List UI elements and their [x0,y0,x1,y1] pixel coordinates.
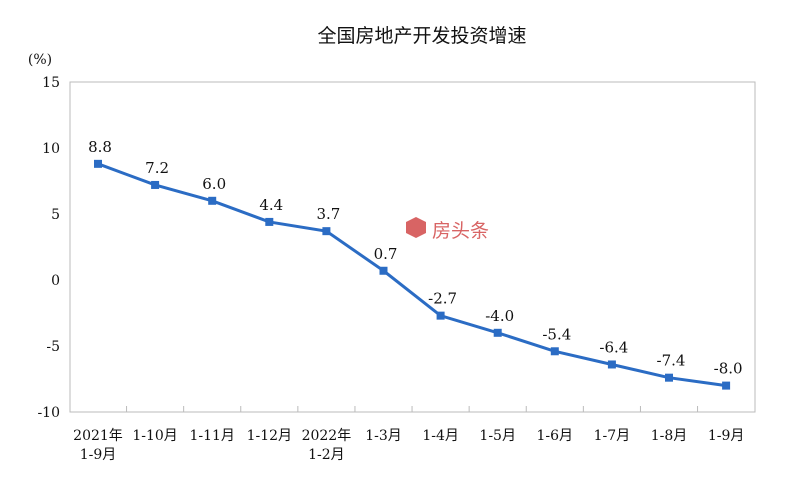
data-point [550,347,559,356]
data-point [722,381,731,390]
watermark: 房头条 [406,217,489,242]
data-label: -7.4 [657,352,686,370]
y-tick-label: 5 [51,207,60,223]
data-label: -4.0 [485,307,514,325]
x-tick-label: 1-5月 [479,428,516,444]
x-tick-label: 1-3月 [365,428,402,444]
x-tick-label: 1-12月 [247,428,292,444]
data-label: 6.0 [202,175,226,193]
data-label: 3.7 [316,205,340,223]
x-tick-label: 2022年 [302,428,352,444]
y-tick-label: 0 [51,273,60,289]
x-tick-label: 1-7月 [594,428,631,444]
data-point [607,360,616,369]
data-label: -5.4 [542,325,571,343]
x-tick-label: 1-4月 [422,428,459,444]
x-tick-label: 1-10月 [132,428,177,444]
watermark-logo-icon [406,217,426,238]
data-point [265,217,274,226]
x-tick-label: 1-8月 [651,428,688,444]
x-tick-label: 1-6月 [537,428,574,444]
watermark-text: 房头条 [432,220,489,242]
data-point [208,196,217,205]
y-tick-label: 10 [42,141,60,157]
y-tick-label: 15 [42,75,60,91]
x-tick-label: 1-9月 [80,447,117,463]
x-tick-label: 1-11月 [189,428,234,444]
data-point [151,180,160,189]
y-axis-unit: (%) [28,52,52,68]
y-tick-label: -5 [46,339,60,355]
plot-frame [69,81,756,413]
data-point [493,328,502,337]
x-tick-label: 1-2月 [308,447,345,463]
data-label: -2.7 [428,290,457,308]
series-line [97,162,727,388]
data-label: 7.2 [145,159,169,177]
data-point [322,227,331,236]
data-point [665,373,673,382]
data-label: -6.4 [599,338,628,356]
x-tick-label: 2021年 [73,428,123,444]
chart-title: 全国房地产开发投资增速 [317,25,526,47]
data-point [379,266,388,275]
data-label: 8.8 [88,138,112,156]
x-tick-label: 1-9月 [708,428,745,444]
data-label: -8.0 [714,360,743,378]
data-point [436,311,445,320]
data-point [94,159,102,168]
y-tick-label: -10 [37,405,60,421]
data-label: 0.7 [374,245,398,263]
data-label: 4.4 [259,196,283,214]
